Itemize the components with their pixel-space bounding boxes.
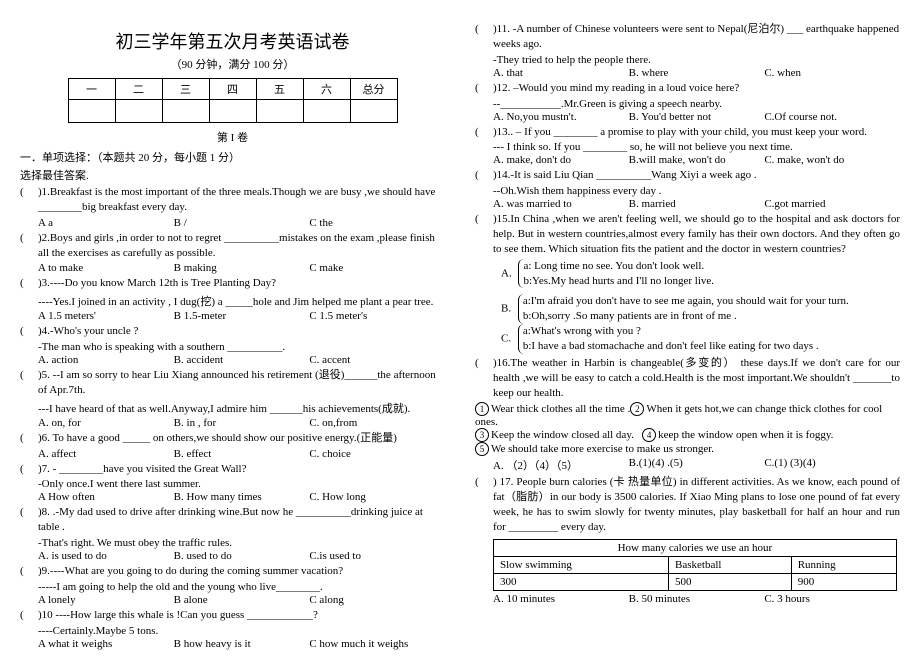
q5-opts: A. on, forB. in , forC. on,from: [38, 417, 445, 429]
exam-subtitle: （90 分钟，满分 100 分）: [20, 56, 445, 72]
score-h4: 四: [209, 79, 256, 100]
q6: ()6. To have a good _____ on others,we s…: [20, 431, 445, 446]
q13: ()13.. – If you ________ a promise to pl…: [475, 125, 900, 140]
q12: ()12. –Would you mind my reading in a lo…: [475, 81, 900, 96]
q11-opts: A. thatB. whereC. when: [493, 67, 900, 79]
calories-table: How many calories we use an hour Slow sw…: [493, 539, 897, 591]
q5-l2: ---I have heard of that as well.Anyway,I…: [38, 400, 445, 416]
score-h3: 三: [162, 79, 209, 100]
q16-line2: 3Keep the window closed all day. 4keep t…: [475, 428, 900, 442]
q12-opts: A. No,you mustn't.B. You'd better notC.O…: [493, 111, 900, 123]
q14: ()14.-It is said Liu Qian __________Wang…: [475, 168, 900, 183]
q3-opts: A 1.5 meters'B 1.5-meterC 1.5 meter's: [38, 310, 445, 322]
q15: ()15.In China ,when we aren't feeling we…: [475, 212, 900, 257]
juan-label: 第 I 卷: [20, 129, 445, 145]
q14-opts: A. was married toB. marriedC.got married: [493, 198, 900, 210]
q17: () 17. People burn calories (卡 热量单位) in …: [475, 475, 900, 534]
q3-l2: ----Yes.I joined in an activity , I dug(…: [38, 293, 445, 309]
cal-title: How many calories we use an hour: [494, 539, 897, 556]
q4: ()4.-Who's your uncle ?: [20, 324, 445, 339]
right-column: ()11. -A number of Chinese volunteers we…: [475, 20, 900, 651]
q4-opts: A. actionB. accidentC. accent: [38, 354, 445, 366]
score-h2: 二: [115, 79, 162, 100]
q7-opts: A How oftenB. How many timesC. How long: [38, 491, 445, 503]
q3: ()3.----Do you know March 12th is Tree P…: [20, 276, 445, 291]
q5: ()5. --I am so sorry to hear Liu Xiang a…: [20, 368, 445, 398]
q8: ()8. .-My dad used to drive after drinki…: [20, 505, 445, 535]
q7-l2: -Only once.I went there last summer.: [38, 478, 445, 490]
q15-optC: C. a:What's wrong with you ?b:I have a b…: [501, 324, 900, 354]
q13-opts: A. make, don't doB.will make, won't doC.…: [493, 154, 900, 166]
q8-l2: -That's right. We must obey the traffic …: [38, 537, 445, 549]
q6-opts: A. affectB. effectC. choice: [38, 448, 445, 460]
q7: ()7. - ________have you visited the Grea…: [20, 462, 445, 477]
score-table: 一 二 三 四 五 六 总分: [68, 78, 398, 123]
q9-l2: -----I am going to help the old and the …: [38, 581, 445, 593]
left-column: 初三学年第五次月考英语试卷 （90 分钟，满分 100 分） 一 二 三 四 五…: [20, 20, 445, 651]
section1-head: 一．单项选择：（本题共 20 分，每小题 1 分）: [20, 149, 445, 165]
q12-l2: --___________.Mr.Green is giving a speec…: [493, 98, 900, 110]
q8-opts: A. is used to doB. used to doC.is used t…: [38, 550, 445, 562]
score-h7: 总分: [350, 79, 397, 100]
q13-l2: --- I think so. If you ________ so, he w…: [493, 141, 900, 153]
score-h6: 六: [303, 79, 350, 100]
exam-title: 初三学年第五次月考英语试卷: [20, 28, 445, 54]
q1-opts: A aB /C the: [38, 217, 445, 229]
score-h1: 一: [68, 79, 115, 100]
q1: ()1.Breakfast is the most important of t…: [20, 185, 445, 215]
q16: ()16.The weather in Harbin is changeable…: [475, 356, 900, 401]
q10-opts: A what it weighsB how heavy is itC how m…: [38, 638, 445, 650]
q10-l2: ----Certainly.Maybe 5 tons.: [38, 625, 445, 637]
q16-line1: 1Wear thick clothes all the time .2When …: [475, 402, 900, 428]
q2: ()2.Boys and girls ,in order to not to r…: [20, 231, 445, 261]
q16-line3: 5We should take more exercise to make us…: [475, 442, 900, 456]
q9: ()9.----What are you going to do during …: [20, 564, 445, 579]
q11-l2: -They tried to help the people there.: [493, 54, 900, 66]
q14-l2: --Oh.Wish them happiness every day .: [493, 185, 900, 197]
q2-opts: A to makeB makingC make: [38, 262, 445, 274]
q15-optB: B. a:I'm afraid you don't have to see me…: [501, 294, 900, 324]
q10: ()10 ----How large this whale is !Can yo…: [20, 608, 445, 623]
q4-l2: -The man who is speaking with a southern…: [38, 341, 445, 353]
q9-opts: A lonelyB aloneC along: [38, 594, 445, 606]
score-h5: 五: [256, 79, 303, 100]
section1-sub: 选择最佳答案.: [20, 167, 445, 183]
q11: ()11. -A number of Chinese volunteers we…: [475, 22, 900, 52]
q17-opts: A. 10 minutesB. 50 minutesC. 3 hours: [493, 593, 900, 605]
q16-opts: A. （2）（4）（5）B.(1)(4) .(5)C.(1) (3)(4): [493, 457, 900, 473]
q15-optA: A. a: Long time no see. You don't look w…: [501, 259, 900, 289]
